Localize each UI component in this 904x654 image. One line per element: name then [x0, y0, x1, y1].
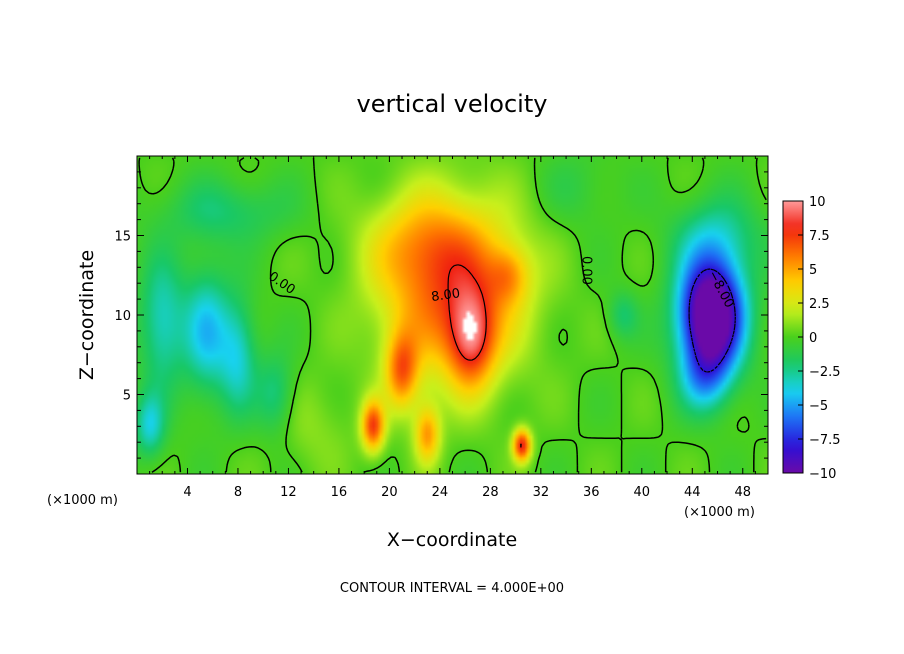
x-tick-label: 4	[183, 485, 191, 500]
x-tick-label: 8	[234, 485, 242, 500]
x-unit-left: (×1000 m)	[47, 493, 118, 508]
colorbar-ticks: 10 7.5 5 2.5 0 −2.5 −5 −7.5 −10	[798, 195, 841, 482]
colorbar: 10 7.5 5 2.5 0 −2.5 −5 −7.5 −10	[782, 195, 841, 482]
colorbar-tick-label: −7.5	[809, 433, 841, 448]
y-tick-label: 5	[123, 389, 131, 404]
colorbar-tick-label: −5	[809, 399, 828, 414]
x-tick-label: 48	[734, 485, 751, 500]
x-unit-right: (×1000 m)	[684, 505, 755, 520]
colorbar-tick-label: −10	[809, 467, 836, 482]
x-tick-label: 40	[634, 485, 651, 500]
y-axis-label: Z−coordinate	[76, 250, 98, 380]
x-tick-label: 16	[331, 485, 348, 500]
y-axis-ticks: 5 10 15	[114, 171, 768, 459]
plot-area: 0.00 8.000.00 −8.00 4 8 12 16 20 24 28 32 36 40 44 48…	[114, 155, 769, 500]
contour-label: 0.00	[578, 256, 593, 285]
colorbar-tick-label: 0	[809, 331, 817, 346]
colorbar-tick-label: 7.5	[809, 229, 830, 244]
colorbar-tick-label: 2.5	[809, 297, 830, 312]
x-tick-label: 36	[583, 485, 600, 500]
y-tick-label: 15	[114, 230, 131, 245]
x-tick-label: 24	[432, 485, 449, 500]
x-tick-label: 44	[684, 485, 701, 500]
x-axis-label: X−coordinate	[387, 529, 517, 551]
colorbar-tick-label: −2.5	[809, 365, 841, 380]
x-tick-label: 20	[381, 485, 398, 500]
contour-lines	[138, 157, 767, 473]
contour-level-line	[138, 157, 767, 473]
velocity-field	[137, 156, 768, 474]
contour-label: 8.00	[430, 286, 461, 305]
contour-level-line	[447, 264, 522, 448]
contour-interval-note: CONTOUR INTERVAL = 4.000E+00	[340, 581, 564, 596]
x-tick-label: 28	[482, 485, 499, 500]
x-tick-label: 32	[533, 485, 550, 500]
colorbar-tick-label: 10	[809, 195, 826, 210]
colorbar-tick-label: 5	[809, 263, 817, 278]
x-axis-ticks: 4 8 12 16 20 24 28 32 36 40 44 48	[149, 156, 756, 500]
contour-level-line	[688, 268, 736, 373]
chart-title: vertical velocity	[357, 90, 548, 118]
x-tick-label: 12	[280, 485, 297, 500]
y-tick-label: 10	[114, 309, 131, 324]
